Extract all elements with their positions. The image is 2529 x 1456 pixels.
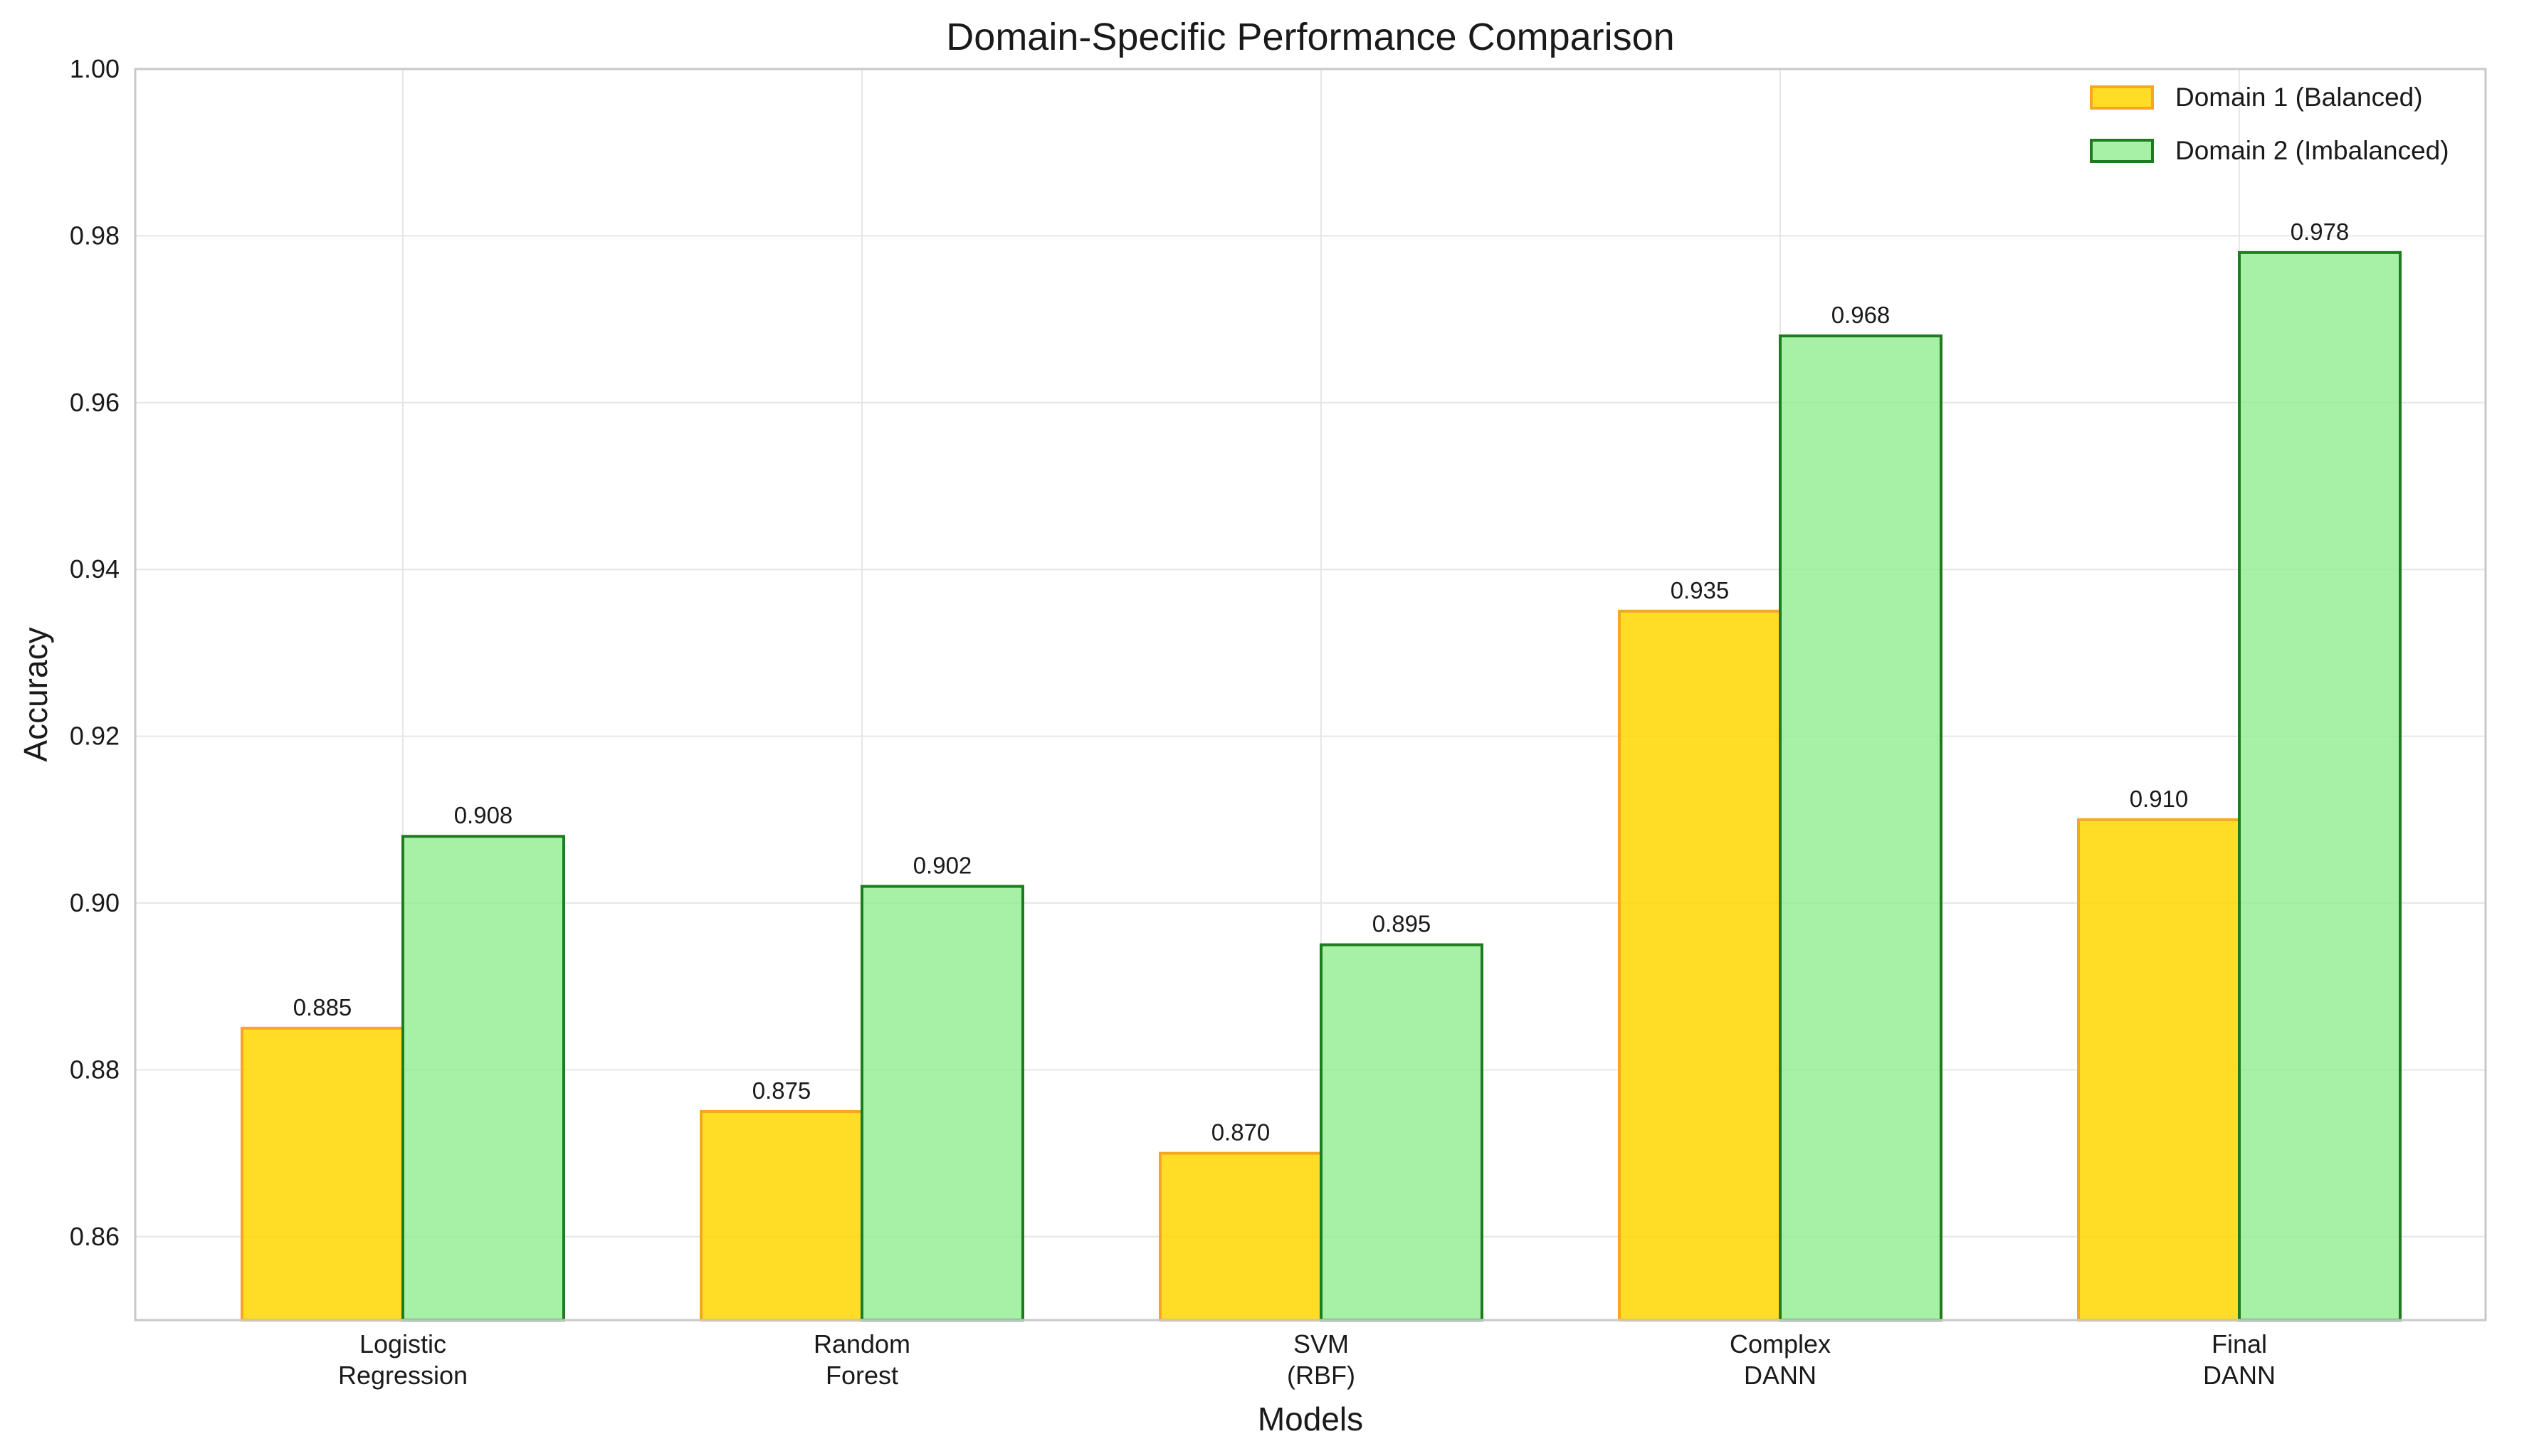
x-tick-label: Complex xyxy=(1730,1329,1831,1359)
legend-swatch xyxy=(2090,139,2154,163)
bar-series-2-category-4 xyxy=(1779,334,1942,1322)
data-label: 0.968 xyxy=(1831,302,1891,328)
data-label: 0.870 xyxy=(1211,1119,1271,1146)
bar-series-1-category-1 xyxy=(241,1026,404,1322)
x-tick-label: SVM xyxy=(1293,1329,1349,1359)
x-tick-label: (RBF) xyxy=(1287,1361,1355,1390)
plot-frame xyxy=(134,68,2487,1322)
y-tick-label: 0.94 xyxy=(70,554,120,584)
data-label: 0.935 xyxy=(1671,577,1730,603)
bar-series-2-category-2 xyxy=(861,885,1024,1322)
x-tick-label: Regression xyxy=(338,1361,468,1390)
x-tick-label: Final xyxy=(2212,1329,2267,1359)
legend-label: Domain 1 (Balanced) xyxy=(2175,83,2423,112)
y-tick-label: 0.90 xyxy=(70,888,120,917)
x-axis-label: Models xyxy=(1258,1400,1363,1437)
bars xyxy=(241,250,2402,1322)
x-tick-label: DANN xyxy=(2203,1361,2276,1390)
data-label: 0.908 xyxy=(454,802,513,828)
data-label: 0.910 xyxy=(2130,786,2189,812)
x-tick-label: Forest xyxy=(826,1361,898,1390)
bar-series-1-category-2 xyxy=(700,1110,863,1322)
bar-series-1-category-4 xyxy=(1618,609,1782,1322)
bar-series-1-category-3 xyxy=(1159,1151,1323,1322)
data-label: 0.978 xyxy=(2291,218,2350,245)
y-tick-label: 0.92 xyxy=(70,722,120,751)
chart-title: Domain-Specific Performance Comparison xyxy=(946,16,1674,58)
y-tick-label: 1.00 xyxy=(70,54,120,83)
legend-label: Domain 2 (Imbalanced) xyxy=(2175,136,2449,165)
y-axis-label: Accuracy xyxy=(17,627,54,761)
legend-swatch xyxy=(2090,85,2154,110)
data-labels: 0.885 0.875 0.870 0.935 0.910 0.908 0.902 0.895… xyxy=(293,218,2350,1146)
bar-series-2-category-5 xyxy=(2238,250,2402,1322)
data-label: 0.875 xyxy=(752,1077,811,1104)
bar-series-1-category-5 xyxy=(2077,818,2241,1322)
data-label: 0.902 xyxy=(913,853,972,879)
y-tick-label: 0.96 xyxy=(70,388,120,417)
y-tick-label: 0.98 xyxy=(70,221,120,250)
x-tick-label: DANN xyxy=(1744,1361,1816,1390)
bar-series-2-category-1 xyxy=(401,835,565,1322)
y-tick-label: 0.88 xyxy=(70,1055,120,1084)
x-tick-label: Random xyxy=(814,1329,910,1359)
data-label: 0.895 xyxy=(1372,911,1431,937)
y-tick-labels: 0.86 0.88 0.90 0.92 0.94 0.96 0.98 1.00 xyxy=(70,54,120,1251)
x-tick-label: Logistic xyxy=(359,1329,446,1359)
y-tick-label: 0.86 xyxy=(70,1222,120,1251)
data-label: 0.885 xyxy=(293,994,352,1020)
legend: Domain 1 (Balanced) Domain 2 (Imbalanced) xyxy=(2090,83,2449,165)
bar-series-2-category-3 xyxy=(1320,943,1483,1322)
